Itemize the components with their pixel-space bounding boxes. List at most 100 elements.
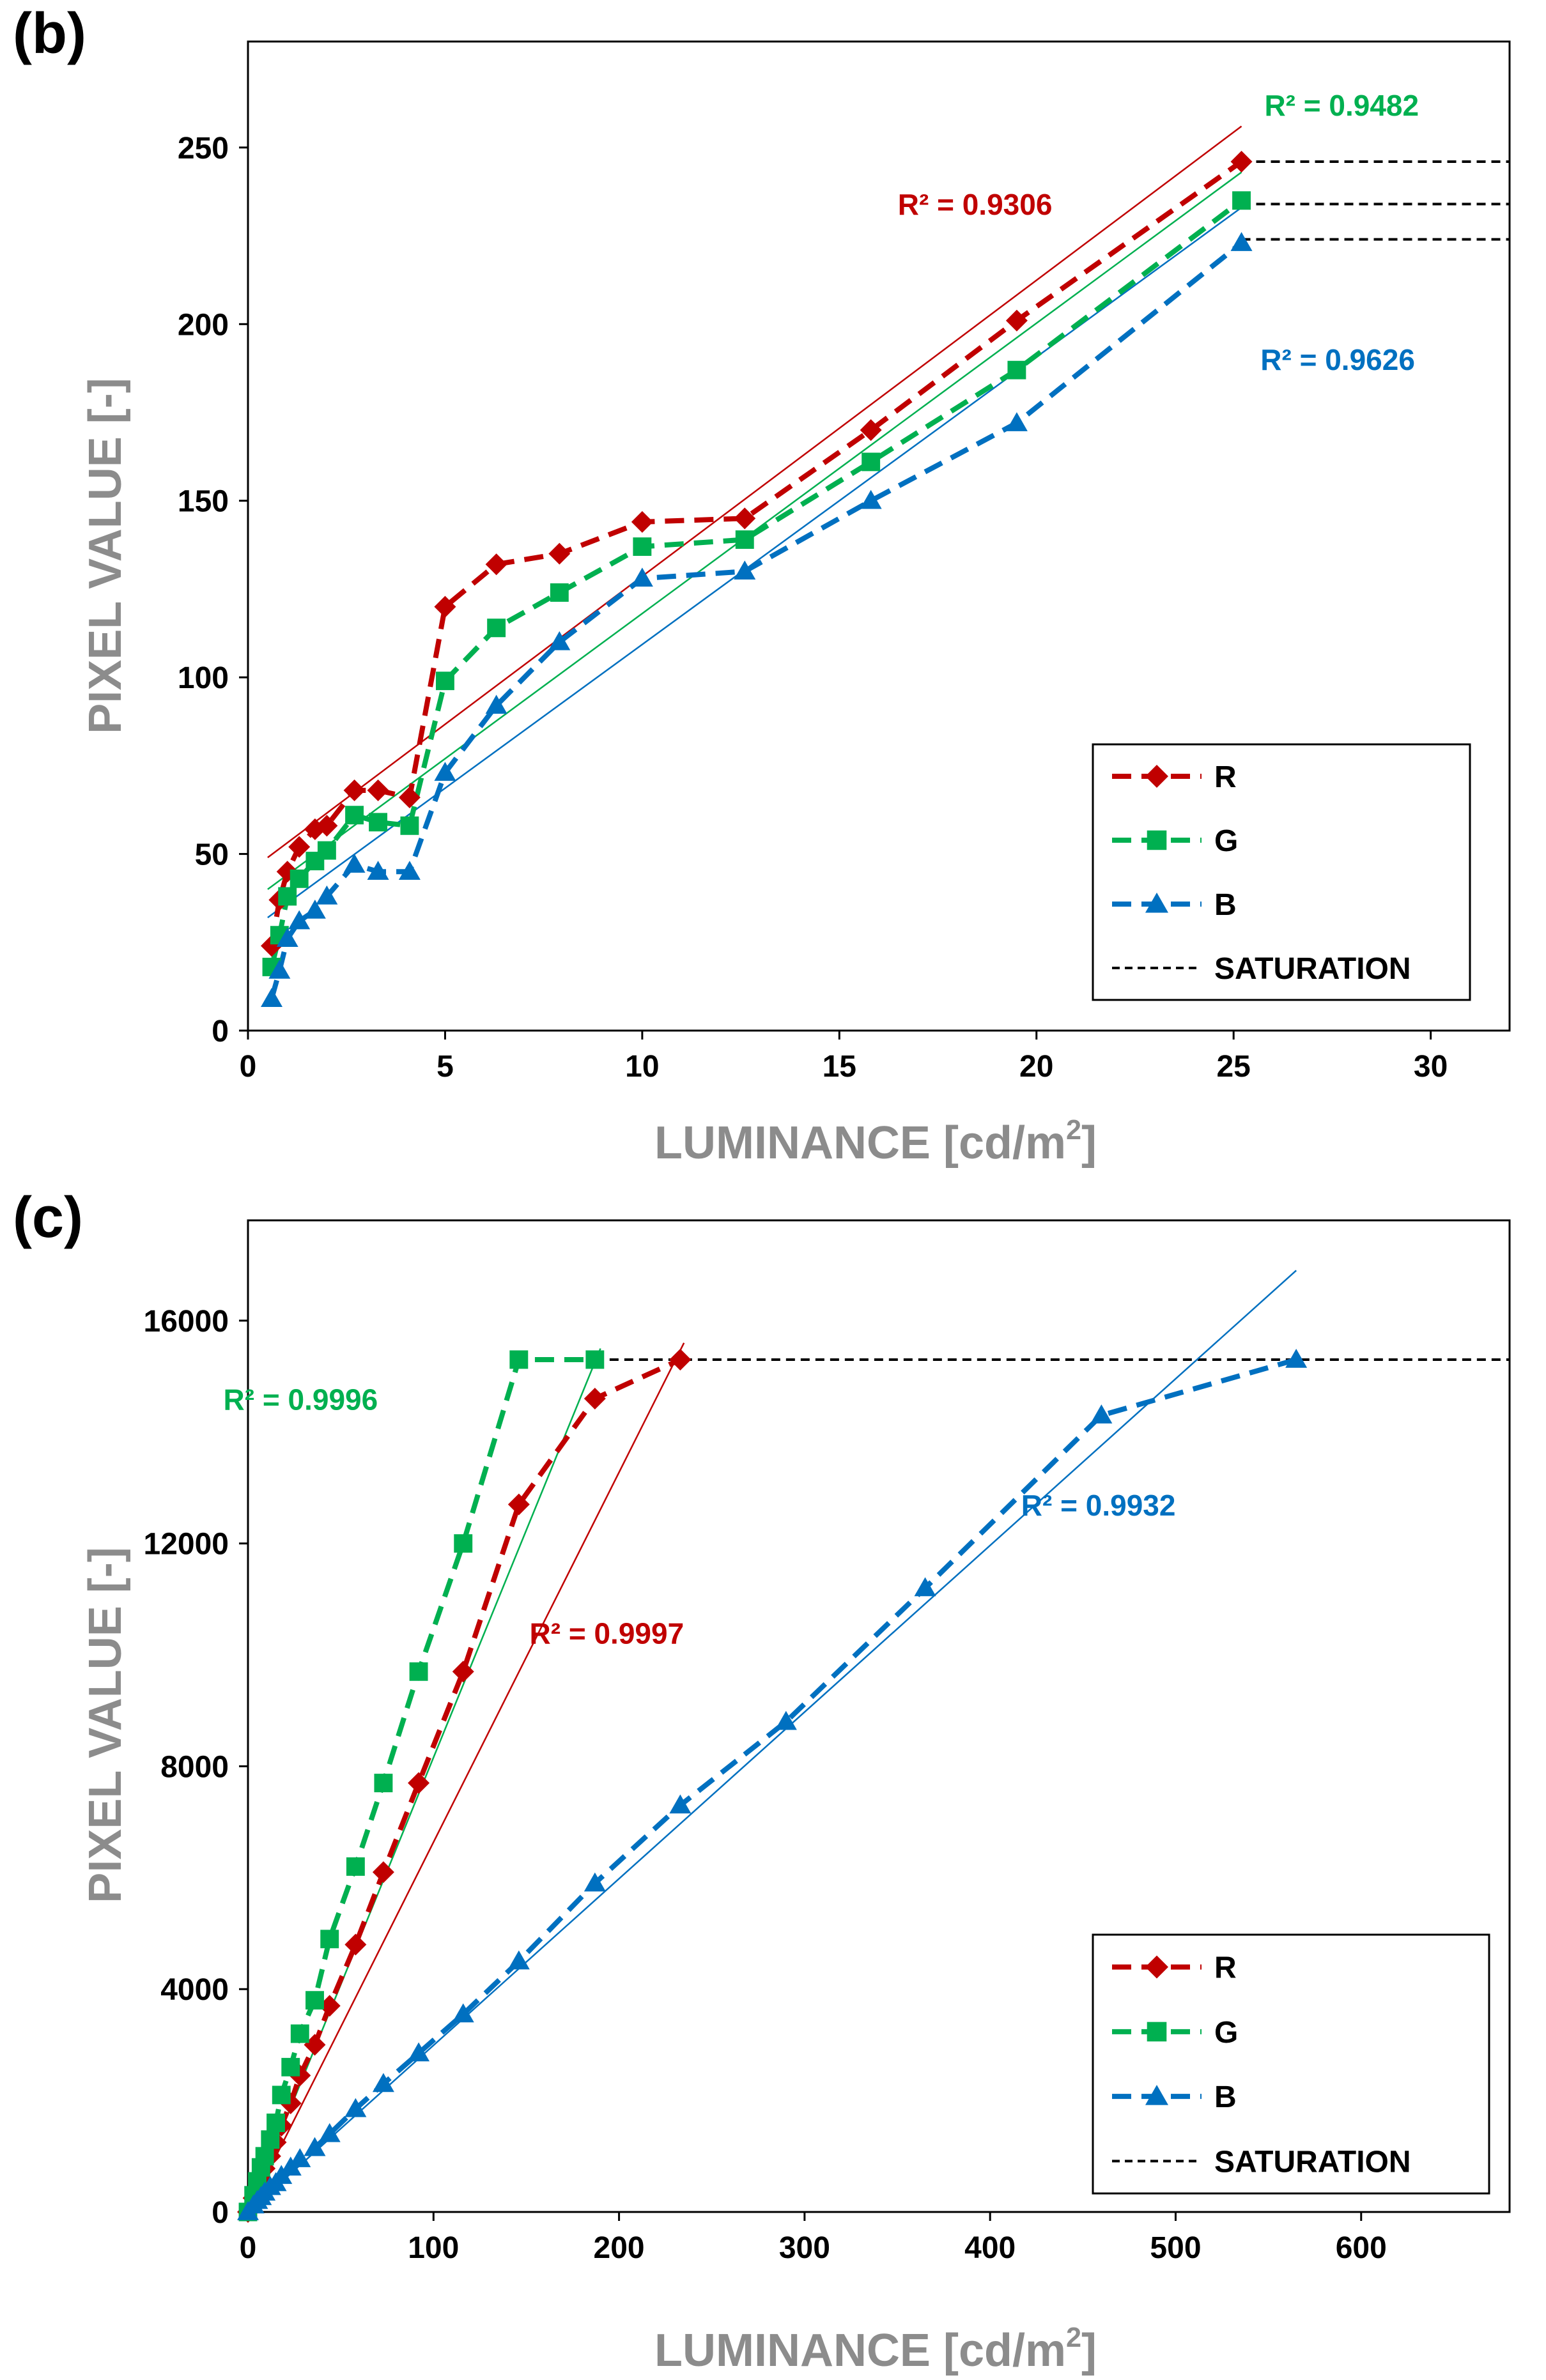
- r2-annotation: R² = 0.9996: [224, 1383, 378, 1416]
- r2-annotation: R² = 0.9482: [1264, 89, 1419, 122]
- y-tick-label: 250: [178, 132, 229, 165]
- data-point-B: [276, 928, 298, 948]
- x-tick-label: 300: [779, 2231, 830, 2265]
- legend-box: [1092, 1933, 1490, 2195]
- x-axis-title-text: LUMINANCE [cd/m: [654, 2325, 1066, 2377]
- data-point-R: [734, 507, 756, 530]
- y-tick-label: 200: [178, 308, 229, 342]
- plot-frame: [247, 40, 1511, 1032]
- x-tick-label: 5: [437, 1050, 454, 1084]
- legend-label: B: [1214, 2080, 1237, 2114]
- data-point-G: [409, 1662, 428, 1681]
- legend-marker-R: [1145, 1955, 1168, 1979]
- data-point-G: [509, 1350, 529, 1369]
- data-point-B: [268, 960, 291, 979]
- legend-marker-G: [1147, 830, 1167, 850]
- data-point-B: [343, 854, 366, 873]
- data-point-G: [435, 672, 454, 691]
- x-tick-label: 0: [240, 1050, 257, 1084]
- y-tick-label: 50: [195, 838, 229, 872]
- y-tick-label: 0: [212, 1015, 229, 1048]
- r2-annotation: R² = 0.9932: [1021, 1489, 1176, 1522]
- data-point-G: [267, 2114, 285, 2132]
- y-tick-label: 0: [212, 2196, 229, 2230]
- y-tick-label: 12000: [144, 1528, 229, 1562]
- data-point-B: [434, 762, 456, 781]
- data-point-B: [288, 910, 311, 930]
- x-axis-title-sup: 2: [1065, 2322, 1082, 2353]
- data-point-G: [248, 2172, 267, 2191]
- x-tick-label: 500: [1150, 2231, 1201, 2265]
- data-point-G: [317, 841, 336, 860]
- trend-line-R: [247, 1342, 685, 2213]
- data-point-B: [344, 2098, 367, 2117]
- data-point-R: [316, 815, 338, 837]
- data-point-B: [289, 2148, 311, 2167]
- data-point-R: [631, 511, 653, 533]
- data-point-B: [316, 885, 338, 905]
- x-tick-label: 20: [1019, 1050, 1053, 1084]
- x-axis-title-sup: 2: [1065, 1115, 1082, 1146]
- data-point-G: [550, 583, 569, 602]
- legend-marker-B: [1145, 2085, 1168, 2105]
- data-point-G: [454, 1534, 473, 1553]
- data-point-B: [1230, 232, 1253, 251]
- data-point-G: [272, 2085, 291, 2105]
- data-point-G: [290, 869, 309, 888]
- data-point-B: [367, 861, 389, 880]
- data-point-B: [914, 1577, 936, 1597]
- legend-marker-B: [1145, 893, 1168, 913]
- data-point-B: [408, 2042, 430, 2062]
- y-tick-label: 150: [178, 485, 229, 519]
- chart-c: 0 100 200 300 400 500 600 0 4000 8000 12000 16000 R²…: [144, 1219, 1511, 2265]
- legend-label: SATURATION: [1214, 2145, 1411, 2179]
- data-point-G: [585, 1350, 605, 1369]
- data-point-R: [367, 779, 389, 802]
- data-point-G: [255, 2147, 274, 2166]
- data-point-G: [369, 813, 388, 832]
- x-tick-label: 600: [1336, 2231, 1387, 2265]
- data-point-R: [584, 1388, 606, 1410]
- data-point-R: [507, 1493, 530, 1516]
- data-point-G: [487, 618, 506, 638]
- data-point-G: [1232, 191, 1251, 210]
- legend-label: B: [1214, 888, 1237, 922]
- data-point-G: [320, 1930, 339, 1949]
- data-point-G: [278, 887, 297, 906]
- legend-box: [1092, 743, 1471, 1001]
- data-point-R: [343, 779, 366, 802]
- y-tick-label: 16000: [144, 1305, 229, 1339]
- x-tick-label: 100: [408, 2231, 459, 2265]
- data-point-B: [304, 2137, 326, 2156]
- data-point-B: [1285, 1348, 1308, 1368]
- data-point-B: [669, 1794, 692, 1814]
- series-line-G: [269, 198, 1243, 968]
- data-point-B: [860, 489, 882, 509]
- r2-annotation: R² = 0.9626: [1260, 343, 1415, 376]
- x-tick-label: 30: [1414, 1050, 1448, 1084]
- data-point-B: [584, 1872, 606, 1892]
- y-axis-title-c: PIXEL VALUE [-]: [80, 1547, 131, 1903]
- data-point-R: [452, 1661, 474, 1683]
- data-point-B: [485, 695, 507, 714]
- data-point-B: [507, 1950, 530, 1970]
- x-tick-label: 25: [1216, 1050, 1250, 1084]
- data-point-R: [434, 595, 456, 618]
- data-point-B: [372, 2073, 394, 2092]
- x-axis-title-b: LUMINANCE [cd/m2]: [654, 1115, 1097, 1169]
- data-point-G: [305, 1991, 324, 2010]
- x-tick-label: 15: [823, 1050, 856, 1084]
- data-point-G: [346, 1857, 365, 1876]
- x-axis-title-c: LUMINANCE [cd/m2]: [654, 2322, 1097, 2377]
- data-point-B: [1005, 412, 1028, 431]
- data-point-B: [1090, 1404, 1113, 1424]
- data-point-G: [400, 816, 419, 835]
- data-point-R: [288, 836, 311, 858]
- data-point-G: [633, 537, 652, 557]
- data-point-B: [631, 567, 653, 587]
- legend-marker-G: [1147, 2022, 1167, 2042]
- data-point-R: [548, 542, 571, 565]
- data-point-B: [261, 988, 283, 1007]
- data-point-R: [318, 1995, 341, 2017]
